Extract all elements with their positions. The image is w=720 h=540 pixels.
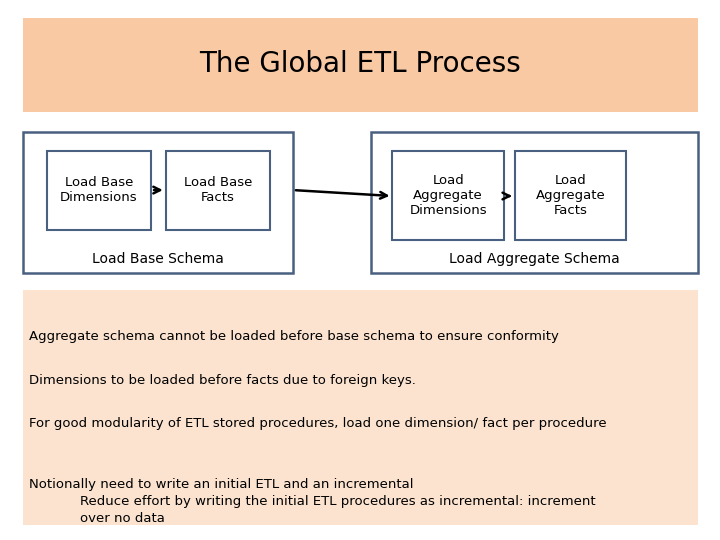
Text: For good modularity of ETL stored procedures, load one dimension/ fact per proce: For good modularity of ETL stored proced… [29,417,606,430]
Bar [23,18,698,112]
Bar [515,151,626,240]
Text: Load Base
Facts: Load Base Facts [184,177,252,204]
Bar [47,151,151,230]
Bar [392,151,504,240]
Bar [371,132,698,273]
Text: Aggregate schema cannot be loaded before base schema to ensure conformity: Aggregate schema cannot be loaded before… [29,330,559,343]
Bar [23,132,293,273]
Bar [166,151,270,230]
Text: Load
Aggregate
Dimensions: Load Aggregate Dimensions [410,174,487,217]
Text: Load Base
Dimensions: Load Base Dimensions [60,177,138,204]
Bar [23,290,698,525]
Text: The Global ETL Process: The Global ETL Process [199,50,521,78]
Text: Load
Aggregate
Facts: Load Aggregate Facts [536,174,606,217]
Text: Notionally need to write an initial ETL and an incremental
            Reduce ef: Notionally need to write an initial ETL … [29,478,595,525]
Text: Load Base Schema: Load Base Schema [92,252,224,266]
Text: Dimensions to be loaded before facts due to foreign keys.: Dimensions to be loaded before facts due… [29,374,415,387]
Text: Load Aggregate Schema: Load Aggregate Schema [449,252,620,266]
